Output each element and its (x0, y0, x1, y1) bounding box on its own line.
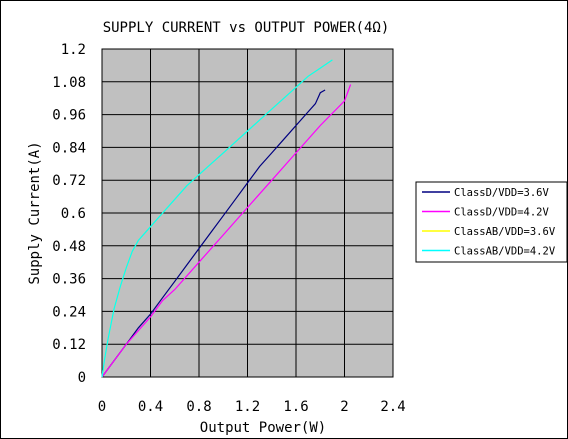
y-tick-label: 0.36 (52, 272, 86, 288)
y-tick-label: 1.08 (52, 75, 86, 91)
x-tick-label: 2 (340, 399, 348, 415)
x-tick-label: 0.4 (138, 399, 163, 415)
y-tick-label: 0.84 (52, 140, 86, 156)
x-axis-label: Output Power(W) (200, 420, 326, 436)
series-line-2 (101, 84, 352, 378)
y-tick-label: 0.48 (52, 239, 86, 255)
x-tick-label: 0 (98, 399, 106, 415)
x-tick-labels: 0 0.4 0.8 1.2 1.6 2 2.4 (98, 399, 406, 415)
legend-label: ClassD/VDD=3.6V (454, 187, 550, 199)
y-tick-label: 0.6 (61, 206, 86, 222)
y-tick-label: 0.72 (52, 173, 86, 189)
y-tick-label: 0 (78, 370, 86, 386)
y-tick-label: 0.96 (52, 108, 86, 124)
series-line-4 (101, 59, 333, 378)
chart-title: SUPPLY CURRENT vs OUTPUT POWER(4Ω) (103, 20, 390, 36)
x-tick-label: 0.8 (186, 399, 211, 415)
x-tick-label: 2.4 (380, 399, 405, 415)
grid-lines (102, 49, 393, 377)
series-line-1 (101, 89, 326, 378)
legend-label: ClassAB/VDD=3.6V (454, 226, 556, 238)
series-group (101, 59, 352, 378)
y-tick-label: 1.2 (61, 42, 86, 58)
legend-box (415, 181, 567, 263)
legend: ClassD/VDD=3.6V ClassD/VDD=4.2V ClassAB/VD… (415, 181, 567, 263)
y-tick-label: 0.24 (52, 304, 86, 320)
y-axis-label: Supply Current(A) (27, 141, 43, 284)
legend-label: ClassD/VDD=4.2V (454, 207, 550, 219)
y-tick-labels: 0 0.12 0.24 0.36 0.48 0.6 0.72 0.84 0.96 1.08 1.2 (52, 42, 86, 386)
x-tick-label: 1.6 (283, 399, 308, 415)
y-tick-label: 0.12 (52, 337, 86, 353)
legend-label: ClassAB/VDD=4.2V (454, 246, 556, 258)
x-tick-label: 1.2 (235, 399, 260, 415)
